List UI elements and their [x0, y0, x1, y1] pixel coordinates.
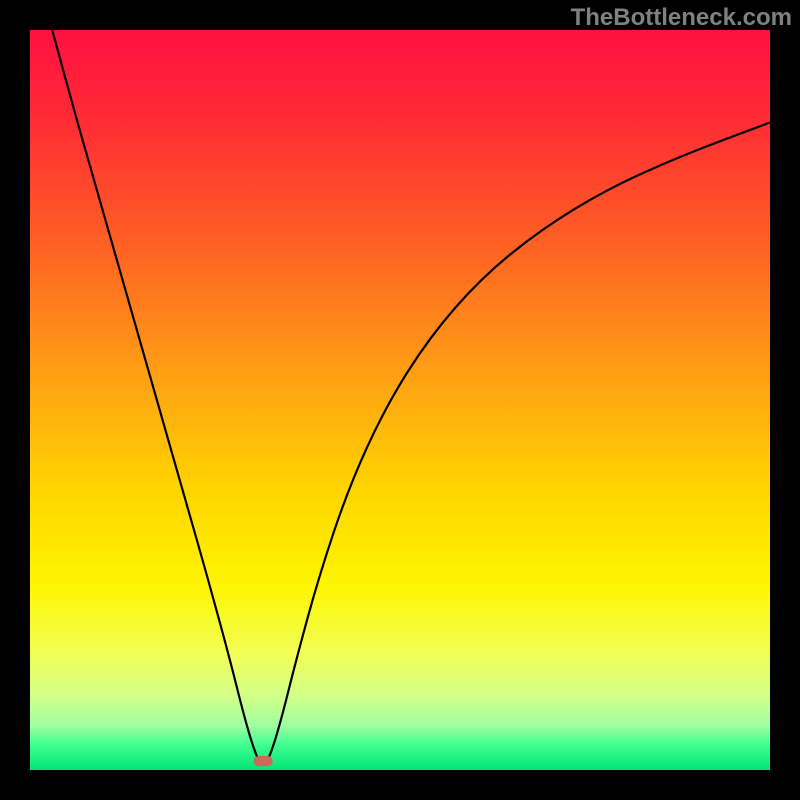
optimum-marker	[253, 756, 272, 766]
chart-svg	[30, 30, 770, 770]
chart-background	[30, 30, 770, 770]
plot-area	[30, 30, 770, 770]
watermark-label: TheBottleneck.com	[571, 4, 792, 32]
